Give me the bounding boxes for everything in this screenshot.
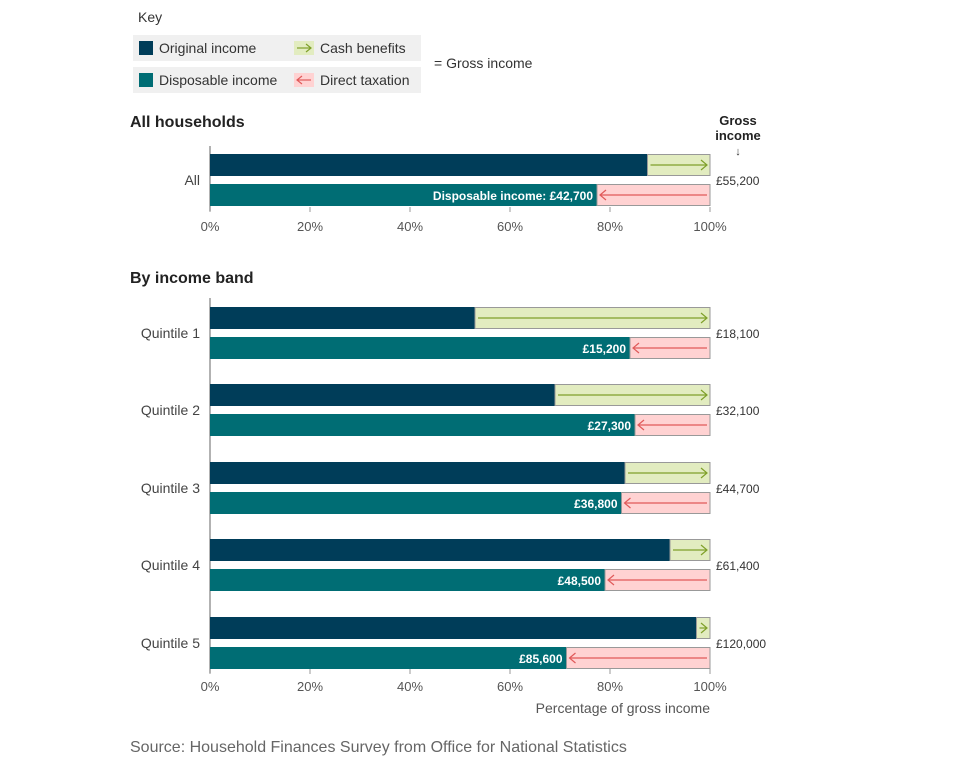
cash-benefits-arrow-head	[700, 389, 708, 401]
disposable-income-bar	[210, 184, 597, 206]
gross-income-value: £32,100	[716, 404, 760, 418]
cash-benefits-arrow-head	[700, 467, 708, 479]
direct-taxation-arrow-head	[623, 497, 631, 509]
disposable-income-label: £27,300	[588, 419, 632, 433]
category-label: Quintile 4	[141, 557, 200, 573]
disposable-income-bar	[210, 492, 622, 514]
axis-tick-label: 80%	[597, 219, 623, 234]
original-income-bar	[210, 384, 555, 406]
disposable-income-swatch	[139, 73, 153, 87]
disposable-income-label: £48,500	[558, 574, 602, 588]
original-income-bar	[210, 617, 697, 639]
disposable-income-label: £15,200	[583, 342, 627, 356]
original-income-bar	[210, 539, 670, 561]
direct-taxation-arrow-head	[607, 574, 615, 586]
category-label: Quintile 1	[141, 325, 200, 341]
income-band-title: By income band	[130, 270, 254, 287]
original-income-bar	[210, 462, 625, 484]
axis-tick-label: 60%	[497, 679, 523, 694]
cash-benefits-arrow-head	[700, 622, 708, 634]
key-item-taxation: Direct taxation	[288, 67, 421, 93]
axis-tick-label: 20%	[297, 679, 323, 694]
key-label-benefits: Cash benefits	[320, 40, 406, 56]
axis-tick-label: 40%	[397, 219, 423, 234]
arrow-left-icon	[294, 73, 314, 87]
gross-income-header: Gross income	[700, 113, 776, 143]
direct-taxation-arrow-head	[568, 652, 576, 664]
gross-income-value: £55,200	[716, 174, 760, 188]
direct-taxation-arrow-head	[637, 419, 645, 431]
axis-tick-label: 20%	[297, 219, 323, 234]
gross-income-value: £61,400	[716, 559, 760, 573]
cash-benefits-arrow-head	[700, 159, 708, 171]
axis-tick-label: 40%	[397, 679, 423, 694]
axis-tick-label: 0%	[201, 679, 220, 694]
cash-benefits-arrow-head	[700, 312, 708, 324]
direct-taxation-arrow-head	[632, 342, 640, 354]
direct-taxation-arrow-head	[599, 189, 607, 201]
disposable-income-label: Disposable income: £42,700	[433, 189, 593, 203]
axis-tick-label: 80%	[597, 679, 623, 694]
cash-benefits-arrow-head	[700, 544, 708, 556]
key-label-taxation: Direct taxation	[320, 72, 410, 88]
disposable-income-label: £36,800	[574, 497, 618, 511]
original-income-bar	[210, 307, 475, 329]
key-item-benefits: Cash benefits	[288, 35, 421, 61]
key-item-original: Original income	[133, 35, 288, 61]
disposable-income-bar	[210, 569, 605, 591]
gross-header-line2: income	[715, 128, 761, 143]
category-label: Quintile 5	[141, 635, 200, 651]
axis-tick-label: 60%	[497, 219, 523, 234]
axis-tick-label: 100%	[693, 219, 727, 234]
original-income-bar	[210, 154, 648, 176]
disposable-income-label: £85,600	[519, 652, 563, 666]
x-axis-title: Percentage of gross income	[536, 700, 711, 716]
gross-down-arrow-icon: ↓	[735, 146, 741, 158]
key-title: Key	[138, 9, 163, 25]
category-label: Quintile 3	[141, 480, 200, 496]
disposable-income-bar	[210, 337, 630, 359]
key-item-disposable: Disposable income	[133, 67, 288, 93]
category-label: All	[184, 172, 200, 188]
key-label-original: Original income	[159, 40, 257, 56]
disposable-income-bar	[210, 647, 567, 669]
arrow-right-icon	[294, 41, 314, 55]
original-income-swatch	[139, 41, 153, 55]
axis-tick-label: 100%	[693, 679, 727, 694]
all-households-title: All households	[130, 114, 245, 131]
key-label-disposable: Disposable income	[159, 72, 278, 88]
gross-income-value: £120,000	[716, 637, 766, 651]
gross-income-value: £18,100	[716, 327, 760, 341]
axis-tick-label: 0%	[201, 219, 220, 234]
gross-header-line1: Gross	[719, 113, 757, 128]
category-label: Quintile 2	[141, 402, 200, 418]
gross-income-note: = Gross income	[434, 55, 533, 71]
gross-income-value: £44,700	[716, 482, 760, 496]
source-note: Source: Household Finances Survey from O…	[130, 739, 627, 756]
disposable-income-bar	[210, 414, 635, 436]
